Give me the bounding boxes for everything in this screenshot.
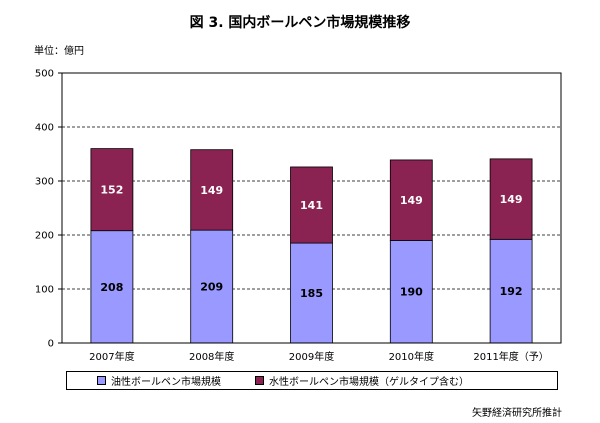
legend-label-oil: 油性ボールペン市場規模 [111,377,221,388]
axis-layer: 0 100 200 300 400 500 2007年度 2008年度 2009年度 2010年度… [35,69,562,363]
grid-layer [62,126,561,290]
bar-segment-oil [489,238,533,344]
x-tick-label: 2007年度 [89,350,134,363]
legend-item-oil: 油性ボールペン市場規模 [97,373,221,388]
y-tick-label: 0 [48,339,54,350]
legend-swatch-water [255,376,264,385]
bar-segment-water [290,166,333,244]
legend-label-water: 水性ボールペン市場規模（ゲルタイプ含む） [269,377,469,388]
data-label: 149 [400,194,423,207]
bar-segment-water [90,148,134,232]
bar-segment-oil [190,229,234,344]
bar-segment-water [389,159,433,241]
data-label: 149 [200,184,223,197]
y-tick-label: 300 [35,177,54,188]
plot-frame [61,72,562,344]
data-label: 152 [100,184,123,197]
source-note: 矢野経済研究所推計 [472,408,562,419]
data-label: 208 [100,281,123,294]
data-label: 141 [300,199,323,212]
y-tick-label: 200 [35,231,54,242]
x-tick-label: 2009年度 [289,350,334,363]
data-label: 190 [400,286,423,299]
data-label: 192 [500,285,523,298]
x-tick-label: 2011年度（予） [473,350,548,363]
unit-label: 単位：億円 [34,46,84,57]
bar-segment-water [190,149,234,231]
bar-segment-oil [90,230,134,344]
legend-swatch-oil [97,376,106,385]
x-tick-label: 2010年度 [389,350,434,363]
data-label: 185 [300,287,323,300]
bar-segment-water [489,158,533,240]
x-tick-label: 2008年度 [189,350,234,363]
data-label: 209 [200,281,223,294]
chart-title: 図 3. 国内ボールペン市場規模推移 [189,15,411,31]
y-tick-label: 100 [35,285,54,296]
data-label: 149 [500,193,523,206]
legend: 油性ボールペン市場規模 水性ボールペン市場規模（ゲルタイプ含む） [66,371,558,390]
legend-item-water: 水性ボールペン市場規模（ゲルタイプ含む） [255,373,469,388]
bar-layer: 208 152 209 149 185 141 190 149 192 149 [90,148,533,344]
y-tick-label: 500 [35,69,54,80]
y-tick-label: 400 [35,123,54,134]
